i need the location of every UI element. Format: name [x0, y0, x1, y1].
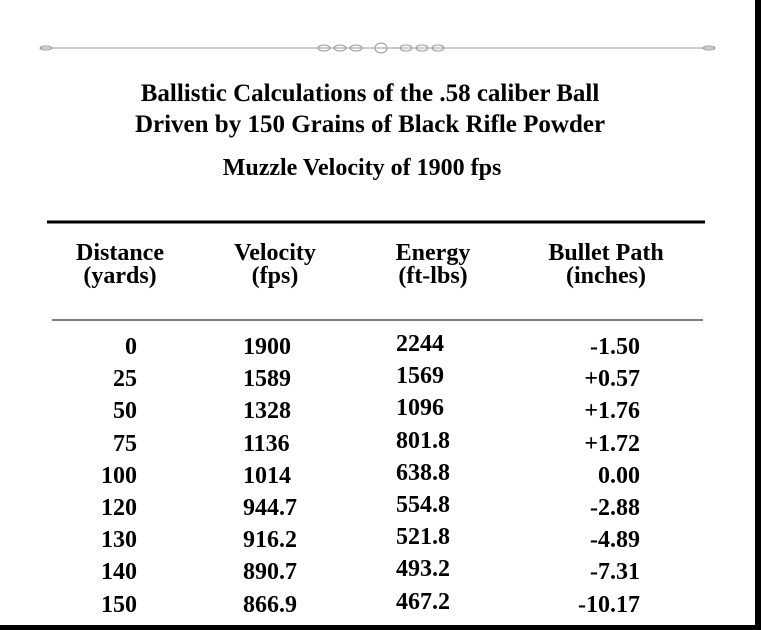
- column-header: (ft-lbs): [398, 263, 468, 289]
- table-cell: 130: [101, 527, 137, 554]
- table-cell: 467.2: [396, 588, 450, 615]
- table-cell: 50: [113, 398, 137, 425]
- subtitle: Muzzle Velocity of 1900 fps: [222, 155, 502, 181]
- table-cell: 140: [101, 559, 137, 586]
- column-header: (yards): [83, 263, 157, 289]
- column-header: Energy: [395, 240, 471, 266]
- table-cell: +1.72: [584, 430, 640, 457]
- title-line-1: Ballistic Calculations of the .58 calibe…: [140, 80, 600, 107]
- table-cell: 120: [101, 495, 137, 521]
- title-line-2: Driven by 150 Grains of Black Rifle Powd…: [134, 111, 606, 138]
- table-cell: 0: [125, 334, 137, 360]
- table-cell: 866.9: [243, 591, 297, 618]
- table-cell: 554.8: [396, 492, 450, 518]
- table-cell: 1014: [243, 462, 291, 489]
- table-cell: +0.57: [584, 366, 640, 393]
- table-cell: 1096: [396, 395, 444, 422]
- table-cell: 25: [113, 366, 137, 393]
- ornament: [39, 42, 716, 54]
- table-cell: 0.00: [598, 462, 640, 489]
- table-cell: 801.8: [396, 427, 450, 454]
- table-cell: -7.31: [590, 559, 640, 586]
- table-cell: 100: [101, 462, 137, 489]
- column-header: (inches): [566, 263, 646, 289]
- table-cell: 1589: [243, 366, 291, 393]
- table-cell: 1328: [243, 398, 291, 425]
- column-header: Bullet Path: [548, 240, 664, 266]
- table-cell: 890.7: [243, 559, 297, 586]
- table-cell: 1569: [396, 363, 444, 390]
- table-cell: 493.2: [396, 556, 450, 583]
- table-cell: 1900: [243, 334, 291, 360]
- column-header: Velocity: [234, 240, 316, 266]
- table-cell: 2244: [396, 331, 444, 357]
- table-cell: 75: [113, 430, 137, 457]
- table-cell: 150: [101, 591, 137, 618]
- column-header: Distance: [76, 240, 164, 266]
- column-header: (fps): [251, 263, 299, 289]
- table-cell: -1.50: [590, 334, 640, 360]
- table-cell: 1136: [243, 430, 290, 457]
- table-cell: 944.7: [243, 495, 297, 521]
- table-cell: -10.17: [578, 591, 640, 618]
- table-cell: 638.8: [396, 459, 450, 486]
- table-cell: 521.8: [396, 524, 450, 551]
- table-cell: -2.88: [590, 495, 640, 521]
- table-cell: +1.76: [584, 398, 640, 425]
- table-cell: -4.89: [590, 527, 640, 554]
- table-cell: 916.2: [243, 527, 297, 554]
